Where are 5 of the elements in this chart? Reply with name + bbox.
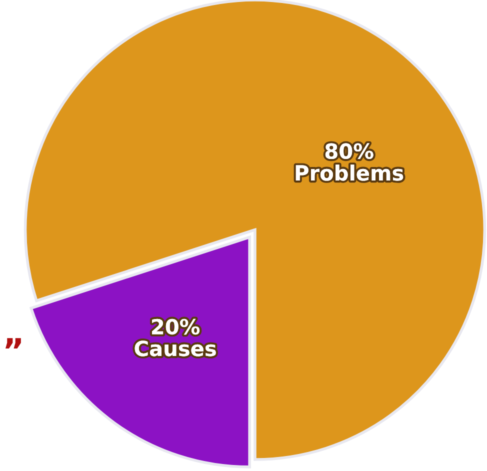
slice-label: Problems: [296, 164, 404, 181]
text: ”: [5, 338, 21, 349]
data-label: 80%: [325, 143, 374, 160]
data-label: 20%: [152, 318, 200, 335]
slice-label: Causes: [134, 340, 216, 356]
